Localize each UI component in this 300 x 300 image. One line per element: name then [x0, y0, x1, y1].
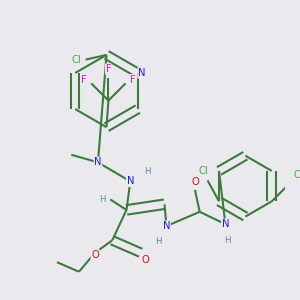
Text: F: F — [106, 64, 111, 74]
Text: O: O — [191, 177, 199, 187]
Text: N: N — [94, 158, 102, 167]
Text: H: H — [156, 237, 162, 246]
Text: O: O — [142, 255, 149, 265]
Text: Cl: Cl — [199, 166, 209, 176]
Text: N: N — [138, 68, 146, 78]
Text: O: O — [91, 250, 99, 260]
Text: Cl: Cl — [293, 170, 300, 180]
Text: H: H — [224, 236, 231, 245]
Text: N: N — [127, 176, 134, 186]
Text: F: F — [130, 75, 136, 85]
Text: N: N — [222, 219, 229, 229]
Text: H: H — [144, 167, 151, 176]
Text: H: H — [100, 195, 106, 204]
Text: Cl: Cl — [71, 55, 81, 64]
Text: F: F — [81, 75, 87, 85]
Text: N: N — [163, 221, 170, 231]
